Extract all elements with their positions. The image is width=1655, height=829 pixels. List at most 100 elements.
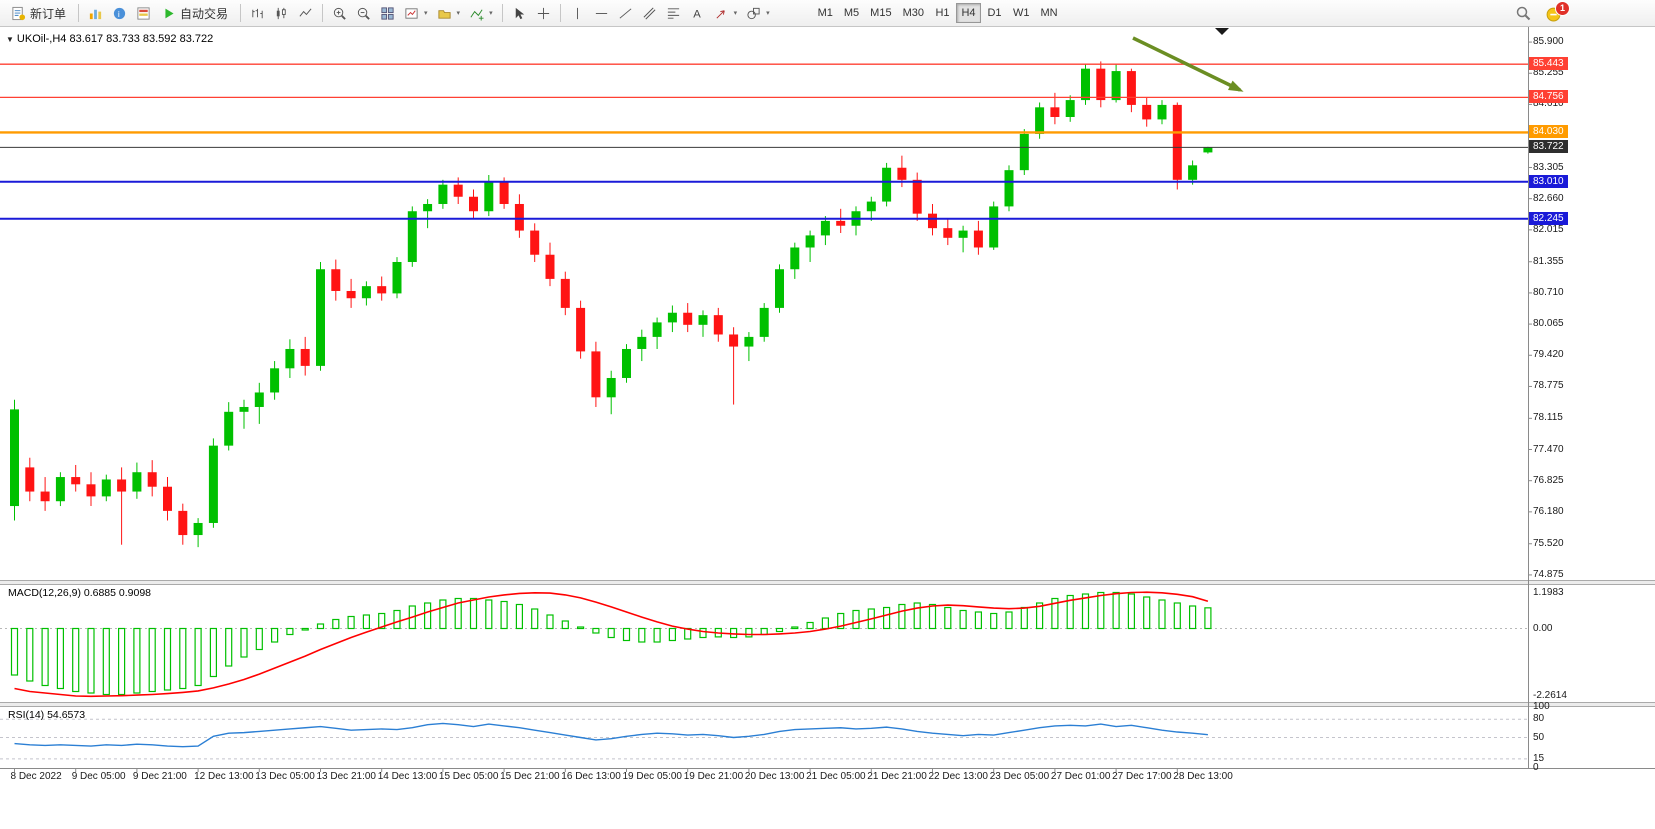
macd-histogram-bar bbox=[653, 627, 661, 643]
candle-body bbox=[1019, 133, 1029, 171]
cursor-icon bbox=[515, 7, 524, 19]
candle-body bbox=[499, 182, 509, 204]
price-axis-label: 85.900 bbox=[1533, 36, 1564, 48]
candle-body bbox=[866, 201, 876, 212]
candle-body bbox=[943, 228, 953, 238]
panel-splitter[interactable] bbox=[0, 580, 1655, 585]
macd-histogram-bar bbox=[209, 627, 217, 678]
crosshair-icon bbox=[537, 7, 549, 19]
candle-body bbox=[438, 184, 448, 204]
macd-histogram-bar bbox=[163, 627, 172, 691]
timeframe-button-m5[interactable]: M5 bbox=[839, 3, 864, 23]
rsi-axis-label: 15 bbox=[1533, 752, 1545, 764]
candle-body bbox=[392, 261, 402, 294]
macd-axis-label: 1.1983 bbox=[1533, 586, 1564, 598]
candle-body bbox=[912, 179, 922, 214]
candle-body bbox=[836, 220, 846, 226]
candle-body bbox=[729, 334, 739, 347]
tile-windows-button[interactable] bbox=[376, 2, 399, 24]
fibonacci-tool-button[interactable] bbox=[662, 2, 685, 24]
timeframe-button-m15[interactable]: M15 bbox=[865, 3, 896, 23]
candle-body bbox=[86, 484, 96, 497]
autotrading-label: 自动交易 bbox=[180, 6, 229, 21]
candle-body bbox=[10, 409, 19, 507]
time-axis-label: 19 Dec 05:00 bbox=[622, 771, 683, 782]
bar-chart-type-button[interactable] bbox=[246, 2, 269, 24]
macd-histogram-bar bbox=[760, 627, 768, 636]
chart-title-text: UKOil-,H4 83.617 83.733 83.592 83.722 bbox=[16, 33, 214, 45]
candle-body bbox=[163, 486, 172, 511]
candlestick-type-icon bbox=[276, 7, 286, 19]
candle-body bbox=[1111, 71, 1121, 101]
toolbar-separator bbox=[240, 4, 242, 22]
timeframe-button-d1[interactable]: D1 bbox=[982, 3, 1007, 23]
triangle-marker[interactable] bbox=[1215, 28, 1229, 35]
shapes-tool-button[interactable]: ▾ bbox=[742, 2, 774, 24]
timeframe-button-h4[interactable]: H4 bbox=[955, 3, 981, 23]
profiles-button[interactable]: ▾ bbox=[433, 2, 465, 24]
macd-histogram-bar bbox=[607, 627, 615, 639]
macd-histogram-bar bbox=[1051, 597, 1059, 630]
candle-body bbox=[622, 348, 631, 378]
candle-body bbox=[514, 203, 524, 231]
autotrading-button[interactable]: 自动交易 bbox=[156, 2, 235, 24]
trend-arrow[interactable] bbox=[1132, 36, 1241, 92]
candle-body bbox=[132, 472, 142, 492]
timeframe-button-m1[interactable]: M1 bbox=[813, 3, 838, 23]
search-button[interactable] bbox=[1511, 2, 1535, 24]
market-watch-button[interactable] bbox=[84, 2, 107, 24]
candle-body bbox=[1081, 68, 1090, 101]
candle-body bbox=[928, 213, 937, 229]
time-axis-label: 16 Dec 13:00 bbox=[561, 771, 621, 782]
cursor-button[interactable] bbox=[508, 2, 531, 24]
panel-splitter[interactable] bbox=[0, 702, 1655, 707]
indicators-button[interactable]: ▾ bbox=[465, 2, 497, 24]
candle-body bbox=[606, 377, 616, 398]
macd-histogram-bar bbox=[424, 602, 432, 630]
macd-axis-label: 0.00 bbox=[1533, 622, 1553, 634]
notifications-button[interactable]: 1 bbox=[1541, 1, 1570, 24]
data-window-button[interactable]: i bbox=[108, 2, 131, 24]
line-chart-type-button[interactable] bbox=[294, 2, 317, 24]
macd-axis-label: -2.2614 bbox=[1533, 690, 1567, 702]
dropdown-caret-icon: ▾ bbox=[733, 10, 738, 17]
macd-histogram-bar bbox=[1005, 611, 1013, 630]
terminal-button[interactable] bbox=[132, 2, 155, 24]
macd-histogram-bar bbox=[515, 603, 524, 630]
macd-histogram-bar bbox=[1173, 602, 1181, 630]
zoom-in-button[interactable] bbox=[328, 2, 351, 24]
candlestick-type-button[interactable] bbox=[270, 2, 293, 24]
price-axis-label: 77.470 bbox=[1533, 443, 1564, 455]
timeframe-button-mn[interactable]: MN bbox=[1035, 3, 1062, 23]
price-level-badge: 82.245 bbox=[1529, 211, 1568, 225]
price-level-badge: 84.030 bbox=[1529, 125, 1568, 139]
toolbar-separator bbox=[322, 4, 324, 22]
channel-tool-button[interactable] bbox=[638, 2, 661, 24]
zoom-out-button[interactable] bbox=[352, 2, 375, 24]
macd-histogram-bar bbox=[393, 609, 401, 630]
macd-histogram-bar bbox=[240, 627, 248, 658]
macd-histogram-bar bbox=[225, 627, 233, 667]
price-axis-label: 83.305 bbox=[1533, 161, 1564, 173]
timeframe-button-h1[interactable]: H1 bbox=[930, 3, 955, 23]
crosshair-button[interactable] bbox=[532, 2, 555, 24]
vertical-line-tool-button[interactable] bbox=[566, 2, 589, 24]
macd-histogram-bar bbox=[286, 627, 294, 636]
new-chart-button[interactable]: ▾ bbox=[400, 2, 432, 24]
new-order-button[interactable]: 新订单 bbox=[4, 2, 73, 24]
text-tool-button[interactable]: A bbox=[686, 2, 709, 24]
window-menu-icon[interactable]: ▼ bbox=[6, 35, 14, 44]
arrows-tool-button[interactable]: ▾ bbox=[710, 2, 742, 24]
macd-histogram-bar bbox=[837, 612, 845, 630]
macd-histogram-bar bbox=[1188, 605, 1197, 630]
price-axis-label: 80.065 bbox=[1533, 318, 1564, 330]
timeframe-button-w1[interactable]: W1 bbox=[1008, 3, 1035, 23]
profiles-icon bbox=[437, 9, 451, 19]
macd-histogram-bar bbox=[1035, 602, 1044, 630]
price-level-badge: 83.010 bbox=[1529, 174, 1568, 188]
horizontal-line-tool-button[interactable] bbox=[590, 2, 613, 24]
bar-chart-type-icon bbox=[252, 8, 263, 18]
trendline-tool-button[interactable] bbox=[614, 2, 637, 24]
timeframe-button-m30[interactable]: M30 bbox=[898, 3, 929, 23]
